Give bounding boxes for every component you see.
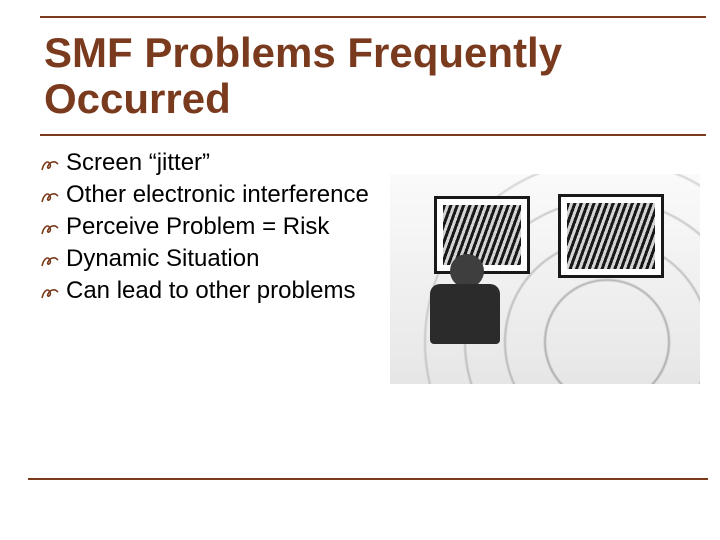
person-icon [420, 254, 510, 354]
list-item: Screen “jitter” [40, 148, 380, 178]
content-row: Screen “jitter” Other electronic interfe… [40, 148, 708, 384]
scribble-icon [40, 248, 60, 266]
title-container: SMF Problems Frequently Occurred [40, 16, 706, 136]
bullet-text: Screen “jitter” [66, 149, 210, 176]
bullet-text: Other electronic interference [66, 181, 369, 208]
scribble-icon [40, 280, 60, 298]
scribble-icon [40, 152, 60, 170]
list-item: Other electronic interference [40, 180, 380, 210]
bullet-text: Perceive Problem = Risk [66, 213, 329, 240]
slide-title: SMF Problems Frequently Occurred [40, 22, 706, 122]
bullet-text: Dynamic Situation [66, 245, 259, 272]
slide: SMF Problems Frequently Occurred Screen … [0, 0, 720, 540]
bottom-divider [28, 478, 708, 480]
scribble-icon [40, 184, 60, 202]
list-item: Can lead to other problems [40, 276, 380, 306]
interference-illustration [390, 174, 700, 384]
list-item: Perceive Problem = Risk [40, 212, 380, 242]
list-item: Dynamic Situation [40, 244, 380, 274]
bullet-list: Screen “jitter” Other electronic interfe… [40, 148, 380, 384]
bullet-text: Can lead to other problems [66, 277, 356, 304]
scribble-icon [40, 216, 60, 234]
monitor-icon [558, 194, 664, 278]
image-area [380, 148, 708, 384]
